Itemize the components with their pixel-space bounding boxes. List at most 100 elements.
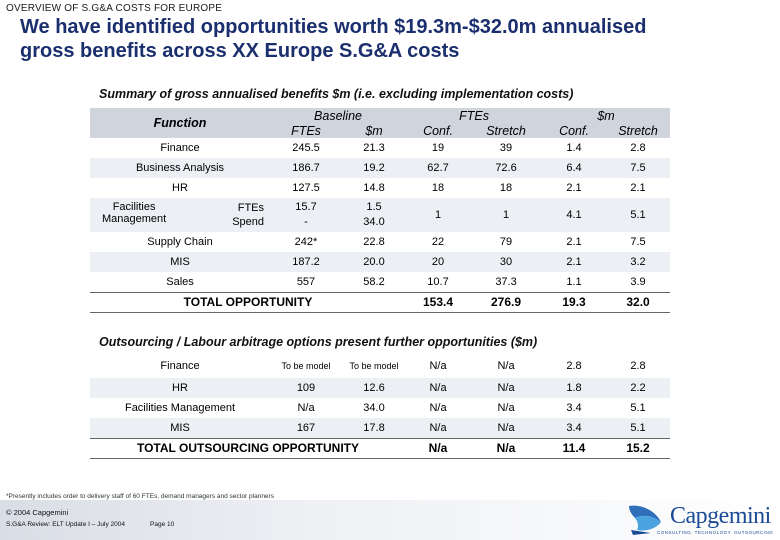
total-ftes-conf: N/a	[406, 437, 470, 459]
cell-dollars-conf: 4.1	[542, 198, 607, 232]
row-function: Finance	[160, 142, 200, 154]
total-dollars-conf: 19.3	[542, 291, 607, 313]
document-reference: S.G&A Review: ELT Update I – July 2004	[6, 521, 125, 528]
cell-ftes-conf: 10.7	[427, 275, 449, 288]
page-title: We have identified opportunities worth $…	[20, 15, 760, 63]
cell-ftes-stretch: 18	[499, 182, 513, 194]
cell-baseline-ftes: 245.5	[292, 142, 320, 154]
cell-ftes-conf: N/a	[406, 378, 470, 398]
total-row: TOTAL OUTSOURCING OPPORTUNITY N/a N/a 11…	[90, 437, 670, 459]
facilities-ftes-baseline-dollars: 1.5	[366, 201, 382, 213]
header-baseline-dollars: $m	[342, 123, 407, 138]
cell-dollars-conf: 6.4	[542, 158, 607, 178]
cell-dollars-conf: 3.4	[542, 418, 606, 438]
header-baseline: Baseline	[270, 108, 407, 123]
cell-ftes-conf: 18	[431, 182, 445, 194]
cell-dollars-stretch: 7.5	[606, 158, 671, 178]
total-ftes-stretch: 276.9	[470, 291, 543, 313]
header-ftes-group: FTEs	[406, 108, 543, 123]
row-function: Facilities Management	[124, 402, 236, 414]
cell-ftes-conf: 1	[406, 198, 471, 232]
cell-ftes-stretch: N/a	[470, 378, 542, 398]
cell-ftes-conf: 22	[431, 236, 445, 248]
cell-baseline-ftes: 127.5	[292, 182, 320, 194]
total-ftes-stretch: N/a	[470, 437, 542, 459]
cell-dollars-conf: 1.8	[542, 378, 606, 398]
cell-dollars-conf: 2.1	[566, 236, 582, 248]
cell-ftes-conf: N/a	[429, 402, 447, 414]
cell-baseline-ftes: 167	[270, 418, 342, 438]
cell-baseline-ftes: 187.2	[270, 252, 342, 272]
table-row: MIS 167 17.8 N/a N/a 3.4 5.1	[90, 418, 670, 438]
table-row: Finance 245.5 21.3 19 39 1.4 2.8	[90, 138, 670, 158]
row-function: Supply Chain	[147, 236, 213, 248]
cell-dollars-stretch: 2.8	[630, 142, 646, 154]
logo-wordmark: Capgemini	[670, 503, 771, 529]
facilities-spend-baseline-dollars: 34.0	[363, 216, 385, 228]
row-function: Business Analysis	[90, 158, 270, 178]
header-dollars-stretch: Stretch	[606, 123, 671, 138]
summary-table: Function Baseline FTEs $m FTEs $m Conf. …	[90, 108, 671, 313]
row-function-facilities: Facilities Management FTEs Spend	[90, 198, 270, 232]
row-function: HR	[90, 378, 270, 398]
page-number: Page 10	[150, 521, 175, 528]
cell-baseline-ftes: 557	[296, 275, 316, 288]
table-row: HR 127.5 14.8 18 18 2.1 2.1	[90, 178, 670, 198]
cell-baseline-ftes: 15.7 -	[270, 198, 342, 232]
cell-baseline-dollars: 12.6	[342, 378, 406, 398]
facilities-spend-baseline: -	[304, 216, 308, 228]
row-function: Sales	[166, 275, 194, 288]
row-function: MIS	[90, 252, 270, 272]
facilities-label-line1: Facilities	[112, 201, 156, 213]
cell-baseline-dollars: 19.2	[342, 158, 407, 178]
row-function: HR	[172, 182, 188, 194]
cell-dollars-conf: 2.8	[566, 360, 582, 372]
cell-ftes-conf: 20	[406, 252, 471, 272]
cell-ftes-stretch: 72.6	[470, 158, 543, 178]
cell-baseline-dollars: 34.0	[363, 402, 385, 414]
total-opportunity-label: TOTAL OPPORTUNITY	[90, 291, 407, 313]
cell-dollars-stretch: 7.5	[630, 236, 646, 248]
table-row: Supply Chain 242* 22.8 22 79 2.1 7.5	[90, 232, 670, 252]
cell-baseline-dollars: 22.8	[363, 236, 385, 248]
facilities-kind-spend: Spend	[232, 216, 264, 228]
cell-dollars-stretch: 3.9	[630, 275, 646, 288]
cell-ftes-stretch: N/a	[470, 418, 542, 438]
table-row: Sales 557 58.2 10.7 37.3 1.1 3.9	[90, 272, 670, 292]
capgemini-logo: Capgemini CONSULTING. TECHNOLOGY. OUTSOU…	[617, 500, 777, 538]
cell-ftes-stretch: 1	[470, 198, 543, 232]
header-baseline-ftes: FTEs	[270, 123, 342, 138]
cell-dollars-stretch: 2.2	[606, 378, 670, 398]
copyright: © 2004 Capgemini	[6, 508, 69, 517]
total-dollars-stretch: 15.2	[606, 437, 670, 459]
cell-ftes-conf: 62.7	[406, 158, 471, 178]
cell-dollars-conf: 1.1	[566, 275, 582, 288]
summary-table-title: Summary of gross annualised benefits $m …	[99, 87, 574, 101]
cell-baseline-ftes: To be model	[281, 361, 331, 371]
cell-dollars-stretch: 5.1	[606, 198, 671, 232]
cell-baseline-ftes: N/a	[297, 402, 315, 414]
facilities-kind-ftes: FTEs	[237, 202, 264, 214]
total-ftes-conf: 153.4	[406, 291, 471, 313]
cell-baseline-ftes: 109	[270, 378, 342, 398]
cell-baseline-dollars: 14.8	[363, 182, 385, 194]
cell-dollars-conf: 2.1	[542, 252, 607, 272]
table-row: Facilities Management N/a 34.0 N/a N/a 3…	[90, 398, 670, 418]
row-function: MIS	[90, 418, 270, 438]
title-line-2: gross benefits across XX Europe S.G&A co…	[20, 40, 460, 62]
cell-baseline-dollars: 21.3	[363, 142, 385, 154]
total-dollars-stretch: 32.0	[606, 291, 671, 313]
header-ftes-stretch: Stretch	[470, 123, 543, 138]
facilities-label-line2: Management	[102, 213, 167, 225]
cell-dollars-stretch: 2.8	[630, 360, 646, 372]
cell-ftes-conf: N/a	[406, 418, 470, 438]
table-row: HR 109 12.6 N/a N/a 1.8 2.2	[90, 378, 670, 398]
cell-ftes-stretch: 39	[499, 142, 513, 154]
total-dollars-conf: 11.4	[542, 437, 606, 459]
cell-dollars-stretch: 2.1	[630, 182, 646, 194]
title-line-1: We have identified opportunities worth $…	[20, 16, 647, 38]
cell-ftes-conf: N/a	[429, 360, 447, 372]
cell-baseline-dollars: 1.5 34.0	[342, 198, 407, 232]
header-dollars-group: $m	[542, 108, 671, 123]
cell-baseline-dollars: To be model	[349, 361, 399, 371]
